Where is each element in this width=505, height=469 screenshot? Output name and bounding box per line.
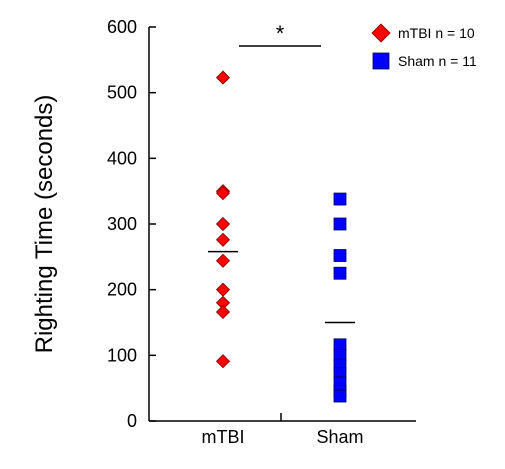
data-points <box>215 70 347 403</box>
y-tick-label: 100 <box>107 345 137 365</box>
data-point-mtbi <box>215 282 231 297</box>
data-point-mtbi <box>215 253 231 268</box>
legend-marker-sham <box>372 52 390 70</box>
y-tick-label: 500 <box>107 83 137 103</box>
y-tick-label: 400 <box>107 148 137 168</box>
x-ticks: mTBI Sham <box>202 413 364 447</box>
y-tick-label: 0 <box>127 411 137 431</box>
legend-marker-mtbi <box>371 23 391 43</box>
data-point-mtbi <box>215 70 231 85</box>
data-point-sham <box>333 389 347 403</box>
data-point-sham <box>333 192 347 206</box>
legend: mTBI n = 10 Sham n = 11 <box>371 23 477 70</box>
mean-lines <box>208 250 355 324</box>
data-point-mtbi <box>215 354 231 369</box>
significance-annotation: * <box>239 21 321 47</box>
data-point-mtbi <box>215 216 231 232</box>
axes: 0 100 200 300 400 500 600 mTBI Sham Righting Ti… <box>31 17 416 447</box>
data-point-mtbi <box>215 304 231 320</box>
x-tick-label: Sham <box>316 427 363 447</box>
data-point-sham <box>333 266 347 280</box>
legend-label-sham: Sham n = 11 <box>398 53 477 69</box>
y-ticks: 0 100 200 300 400 500 600 <box>107 17 156 431</box>
data-point-mtbi <box>215 232 231 247</box>
y-tick-label: 300 <box>107 214 137 234</box>
data-point-mtbi <box>215 186 231 201</box>
data-point-sham <box>333 249 347 262</box>
data-point-sham <box>333 217 347 231</box>
y-tick-label: 600 <box>107 17 137 37</box>
significance-star: * <box>276 21 285 46</box>
x-tick-label: mTBI <box>202 427 245 447</box>
y-axis-label: Righting Time (seconds) <box>31 95 58 354</box>
legend-label-mtbi: mTBI n = 10 <box>398 25 475 41</box>
y-tick-label: 200 <box>107 280 137 300</box>
